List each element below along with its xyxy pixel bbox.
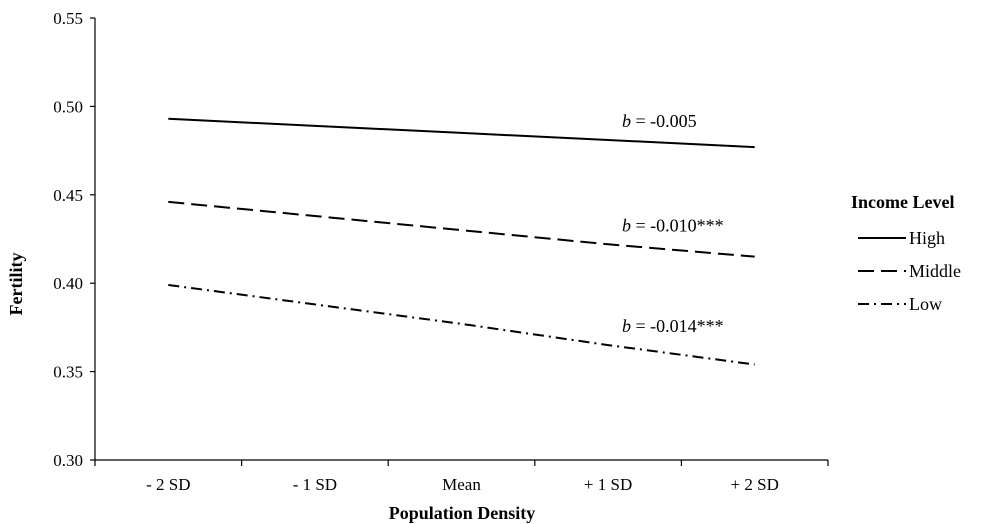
x-tick-label: - 2 SD [146,475,190,494]
legend-items: High Middle Low [858,228,961,314]
slope-value: = -0.005 [631,111,697,131]
legend-label-high: High [909,228,945,248]
y-axis-title: Fertility [6,253,26,316]
legend-label-low: Low [909,294,942,314]
slope-symbol: b [622,111,631,131]
series-line-middle [168,200,755,258]
series-layer [168,117,755,366]
slope-symbol: b [622,215,631,235]
legend-label-middle: Middle [909,261,961,281]
y-tick-label: 0.40 [53,274,83,293]
x-axis-title: Population Density [389,503,536,523]
x-tick-label: + 1 SD [584,475,632,494]
x-tick-label: Mean [442,475,481,494]
x-tick-label: + 2 SD [731,475,779,494]
slope-annotation-high: b = -0.005 [622,111,697,131]
slope-symbol: b [622,316,631,336]
legend: Income Level High Middle Low [851,192,961,314]
series-line-low [168,283,755,366]
x-tick-label: - 1 SD [293,475,337,494]
y-tick-label: 0.35 [53,363,83,382]
y-axis: 0.30 0.35 0.40 0.45 0.50 0.55 [53,9,96,470]
slope-value: = -0.010*** [631,215,724,235]
slope-annotation-middle: b = -0.010*** [622,215,724,235]
legend-title: Income Level [851,192,954,212]
slope-annotation-low: b = -0.014*** [622,316,724,336]
y-tick-label: 0.30 [53,451,83,470]
y-tick-label: 0.45 [53,186,83,205]
y-tick-label: 0.55 [53,9,83,28]
x-axis: - 2 SD - 1 SD Mean + 1 SD + 2 SD [94,459,829,494]
slope-value: = -0.014*** [631,316,724,336]
y-tick-label: 0.50 [53,97,83,116]
